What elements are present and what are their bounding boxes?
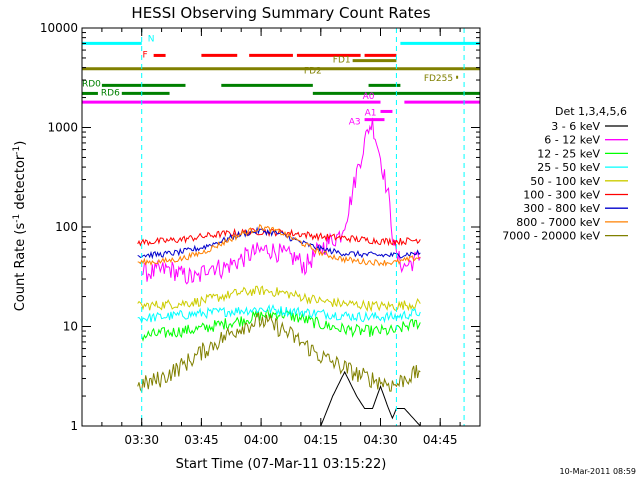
series-line-300-800-kev (137, 226, 421, 260)
y-axis-title-part3: ) (13, 141, 28, 146)
y-tick-label: 1000 (47, 121, 78, 135)
y-axis-title: Count Rate (s-1 detector-1) (12, 141, 28, 312)
series-line-25-50-kev (137, 304, 421, 324)
y-tick-label: 10000 (40, 21, 78, 35)
x-tick-label: 04:15 (304, 433, 339, 447)
flag-label-f: F (142, 50, 147, 60)
chart-title: HESSI Observing Summary Count Rates (131, 4, 430, 22)
series-line-3-6-kev (137, 370, 421, 427)
y-axis-title-part2: detector (13, 154, 28, 214)
series-line-6-12-kev (141, 117, 421, 285)
series-line-50-100-kev (137, 285, 421, 313)
y-axis-title-sup1: -1 (12, 214, 22, 223)
x-axis-title: Start Time (07-Mar-11 03:15:22) (176, 457, 387, 472)
legend-label-300-800-kev: 300 - 800 keV (523, 202, 600, 215)
flag-label-n: N (148, 34, 155, 44)
y-tick-label: 100 (55, 220, 78, 234)
flag-label-a3: A3 (349, 118, 361, 128)
y-tick-label: 10 (63, 320, 78, 334)
y-axis-title-sup2: -1 (12, 146, 22, 155)
flag-label-rd0: RD0 (82, 79, 101, 89)
legend-label-50-100-kev: 50 - 100 keV (530, 175, 600, 188)
axes-layer: 03:30 03:45 04:00 04:15 04:30 04:45 1 10 100 1000… (40, 21, 481, 447)
y-axis-title-part1: Count Rate (s (13, 223, 28, 312)
flag-label-rd6: RD6 (101, 88, 120, 98)
timestamp: 10-Mar-2011 08:59 (560, 467, 637, 476)
legend-label-25-50-kev: 25 - 50 keV (537, 161, 600, 174)
x-tick-label: 03:45 (184, 433, 219, 447)
x-tick-label: 04:45 (423, 433, 458, 447)
legend-label-800-7000-kev: 800 - 7000 keV (516, 216, 600, 229)
legend-label-100-300-kev: 100 - 300 keV (523, 189, 600, 202)
legend-label-3-6-kev: 3 - 6 keV (551, 120, 600, 133)
flag-label-fd2: FD2 (304, 67, 322, 77)
x-tick-label: 04:30 (363, 433, 398, 447)
x-tick-label: 03:30 (124, 433, 159, 447)
series-layer (137, 117, 421, 427)
x-tick-label: 04:00 (244, 433, 279, 447)
legend-label-7000-20000-kev: 7000 - 20000 keV (502, 230, 600, 243)
vertical-markers-layer (141, 28, 465, 426)
legend-title: Det 1,3,4,5,6 (555, 105, 627, 118)
flag-label-a0: A0 (363, 92, 375, 102)
y-tick-label: 1 (70, 419, 78, 433)
legend-label-12-25-kev: 12 - 25 keV (537, 147, 600, 160)
series-line-100-300-kev (137, 227, 421, 247)
legend-label-6-12-kev: 6 - 12 keV (544, 134, 600, 147)
series-line-12-25-kev (141, 308, 421, 342)
flag-label-a1: A1 (365, 108, 377, 118)
series-line-7000-20000-kev (137, 312, 421, 394)
series-line-800-7000-kev (137, 223, 421, 267)
flag-label-fd1: FD1 (333, 56, 351, 66)
flag-label-fd255: FD255 (424, 74, 453, 84)
